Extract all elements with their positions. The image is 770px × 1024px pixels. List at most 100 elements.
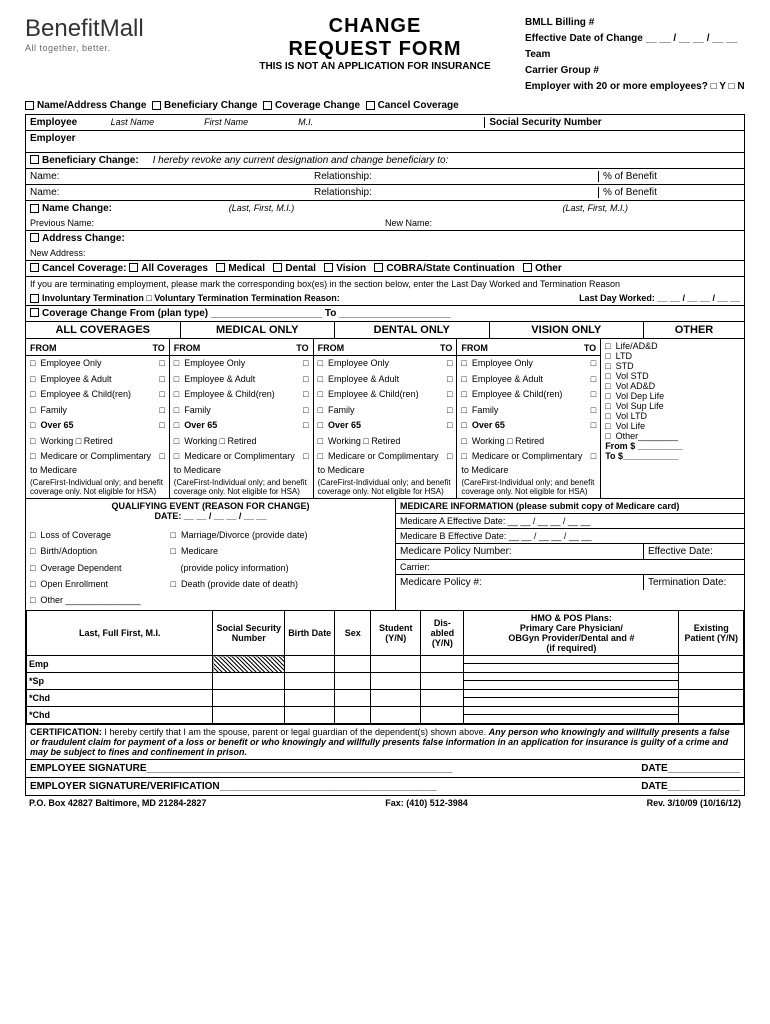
checkbox[interactable] [366, 101, 375, 110]
beneficiary-label: Beneficiary Change: [42, 155, 139, 166]
footer: P.O. Box 42827 Baltimore, MD 21284-2827 … [25, 796, 745, 810]
cov-change: Coverage Change From (plan type) _______… [42, 308, 450, 319]
tagline: All together, better. [25, 43, 225, 53]
cov-col-vis: FROMTO□ Employee Only□□ Employee & Adult… [457, 339, 601, 498]
certification: CERTIFICATION: I hereby certify that I a… [26, 724, 744, 759]
ch-other: OTHER [644, 322, 744, 339]
cert-label: CERTIFICATION: [30, 727, 102, 737]
effective-date: Effective Date of Change __ __ / __ __ /… [525, 31, 745, 47]
qe-col1: □ Loss of Coverage□ Birth/Adoption□ Over… [30, 527, 141, 608]
ch-vis: VISION ONLY [490, 322, 645, 339]
checkbox[interactable] [30, 294, 39, 303]
footer-fax: Fax: (410) 512-3984 [385, 798, 468, 808]
cancel-coverage-row: Cancel Coverage: All Coverages Medical D… [26, 261, 744, 277]
term-types: Involuntary Termination □ Voluntary Term… [42, 293, 340, 303]
employee-label: Employee [30, 117, 77, 128]
logo-brand2: Mall [100, 15, 144, 42]
logo: BenefitMall [25, 15, 225, 43]
footer-addr: P.O. Box 42827 Baltimore, MD 21284-2827 [29, 798, 206, 808]
dep-body: Emp*Sp*Chd*Chd [27, 656, 744, 724]
checkbox[interactable] [324, 263, 333, 272]
subtitle: THIS IS NOT AN APPLICATION FOR INSURANCE [225, 61, 525, 72]
ben-pct-2: % of Benefit [598, 187, 657, 198]
name-hint-1: (Last, First, M.I.) [229, 203, 563, 214]
dependent-table: Last, Full First, M.I.Social Security Nu… [26, 610, 744, 724]
ben-rel-1: Relationship: [314, 171, 598, 182]
footer-rev: Rev. 3/10/09 (10/16/12) [647, 798, 741, 808]
ssn-label: Social Security Number [484, 117, 601, 128]
employer-20: Employer with 20 or more employees? □ Y … [525, 79, 745, 95]
cancel-note: If you are terminating employment, pleas… [26, 277, 744, 291]
qual-section: QUALIFYING EVENT (REASON FOR CHANGE) DAT… [26, 498, 744, 610]
title-1: CHANGE [225, 15, 525, 38]
beneficiary-note: I hereby revoke any current designation … [153, 155, 449, 166]
ch-all: ALL COVERAGES [26, 322, 181, 339]
checkbox[interactable] [30, 263, 39, 272]
cc-medical: Medical [228, 263, 265, 274]
bmll-billing: BMLL Billing # [525, 15, 745, 31]
name-hint-2: (Last, First, M.I.) [562, 203, 628, 214]
checkbox[interactable] [30, 155, 39, 164]
checkbox[interactable] [216, 263, 225, 272]
change-types: Name/Address Change Beneficiary Change C… [25, 100, 745, 111]
ct-beneficiary: Beneficiary Change [164, 100, 257, 111]
qual-right: MEDICARE INFORMATION (please submit copy… [396, 499, 744, 610]
med-carrier: Carrier: [396, 559, 744, 575]
employer-sig: EMPLOYER SIGNATURE/VERIFICATION_________… [26, 777, 744, 795]
checkbox[interactable] [152, 101, 161, 110]
title-area: CHANGE REQUEST FORM THIS IS NOT AN APPLI… [225, 15, 525, 95]
ben-rel-2: Relationship: [314, 187, 598, 198]
sig1-date: DATE [641, 763, 667, 774]
checkbox[interactable] [273, 263, 282, 272]
cc-all: All Coverages [141, 263, 208, 274]
med-b: Medicare B Effective Date: __ __ / __ __… [396, 529, 744, 544]
cov-headers: ALL COVERAGES MEDICAL ONLY DENTAL ONLY V… [26, 321, 744, 339]
med-title: MEDICARE INFORMATION (please submit copy… [396, 499, 744, 514]
ben-name-1: Name: [30, 171, 314, 182]
cov-col-other: □ Life/AD&D□ LTD□ STD□ Vol STD□ Vol AD&D… [601, 339, 744, 498]
header: BenefitMall All together, better. CHANGE… [25, 15, 745, 95]
med-policy2: Medicare Policy #: [396, 575, 644, 590]
title-2: REQUEST FORM [225, 38, 525, 61]
ct-cancel: Cancel Coverage [378, 100, 459, 111]
new-address: New Address: [26, 246, 744, 261]
checkbox[interactable] [30, 233, 39, 242]
checkbox[interactable] [129, 263, 138, 272]
logo-brand1: Benefit [25, 15, 100, 42]
main-form: Employee Last Name First Name M.I. Socia… [25, 114, 745, 796]
cert-text1: I hereby certify that I am the spouse, p… [104, 727, 486, 737]
ben-pct-1: % of Benefit [598, 171, 657, 182]
employer-label: Employer [30, 133, 76, 150]
name-change-label: Name Change: [42, 203, 112, 214]
cc-dental: Dental [285, 263, 316, 274]
checkbox[interactable] [263, 101, 272, 110]
checkbox[interactable] [523, 263, 532, 272]
address-change-label: Address Change: [42, 233, 125, 244]
checkbox[interactable] [374, 263, 383, 272]
checkbox[interactable] [30, 204, 39, 213]
checkbox[interactable] [25, 101, 34, 110]
qual-left: QUALIFYING EVENT (REASON FOR CHANGE) DAT… [26, 499, 396, 610]
team: Team [525, 47, 745, 63]
sig2-date: DATE [641, 781, 667, 792]
dep-header-row: Last, Full First, M.I.Social Security Nu… [27, 611, 744, 656]
ben-name-2: Name: [30, 187, 314, 198]
cov-col-den: FROMTO□ Employee Only□□ Employee & Adult… [314, 339, 458, 498]
qe-date: DATE: __ __ / __ __ / __ __ [30, 511, 391, 521]
checkbox[interactable] [30, 308, 39, 317]
cc-vision: Vision [336, 263, 366, 274]
ct-coverage: Coverage Change [275, 100, 360, 111]
ch-med: MEDICAL ONLY [181, 322, 336, 339]
cov-body: FROMTO□ Employee Only□□ Employee & Adult… [26, 339, 744, 498]
mi: M.I. [298, 117, 313, 127]
ch-den: DENTAL ONLY [335, 322, 490, 339]
employee-row: Employee Last Name First Name M.I. Socia… [26, 115, 744, 131]
qe-title: QUALIFYING EVENT (REASON FOR CHANGE) [30, 501, 391, 511]
med-a: Medicare A Effective Date: __ __ / __ __… [396, 514, 744, 529]
logo-area: BenefitMall All together, better. [25, 15, 225, 95]
cc-cobra: COBRA/State Continuation [386, 263, 514, 274]
new-name: New Name: [385, 218, 432, 228]
cancel-label: Cancel Coverage: [42, 263, 126, 274]
med-term: Termination Date: [644, 575, 744, 590]
med-policy: Medicare Policy Number: [396, 544, 644, 559]
